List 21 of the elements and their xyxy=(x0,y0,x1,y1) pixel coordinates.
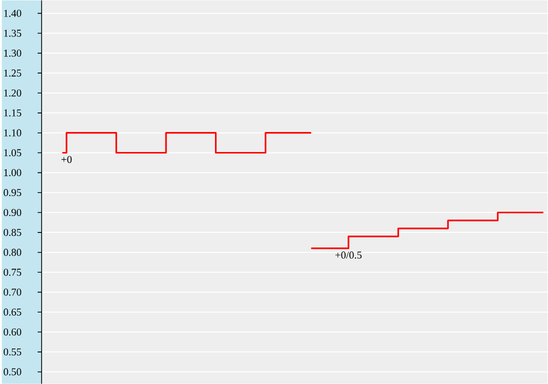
y-tick-label: 0.90 xyxy=(4,208,22,216)
y-tick-label: 0.95 xyxy=(4,188,22,196)
y-tick-label: 1.00 xyxy=(4,169,22,176)
y-tick-label: 0.75 xyxy=(4,268,22,276)
annotation: +0 xyxy=(61,156,72,163)
annotation: +0/0.5 xyxy=(335,251,362,259)
y-tick-label: 1.30 xyxy=(4,50,22,57)
y-tick-label: 0.60 xyxy=(4,328,22,336)
y-tick-label: 1.10 xyxy=(4,129,22,136)
y-tick-label: 1.25 xyxy=(4,69,22,77)
y-tick-label: 0.70 xyxy=(4,288,22,296)
y-tick-label: 1.40 xyxy=(4,10,22,17)
y-tick-label: 0.85 xyxy=(4,228,22,236)
y-tick-label: 1.35 xyxy=(4,30,22,37)
y-tick-label: 0.80 xyxy=(4,248,22,256)
y-tick-label: 1.20 xyxy=(4,89,22,96)
y-tick-label: 0.50 xyxy=(4,368,22,376)
y-tick-label: 1.15 xyxy=(4,109,22,116)
y-tick-label: 1.05 xyxy=(4,149,22,156)
y-tick-label: 0.65 xyxy=(4,308,22,316)
y-tick-label: 0.55 xyxy=(4,348,22,356)
